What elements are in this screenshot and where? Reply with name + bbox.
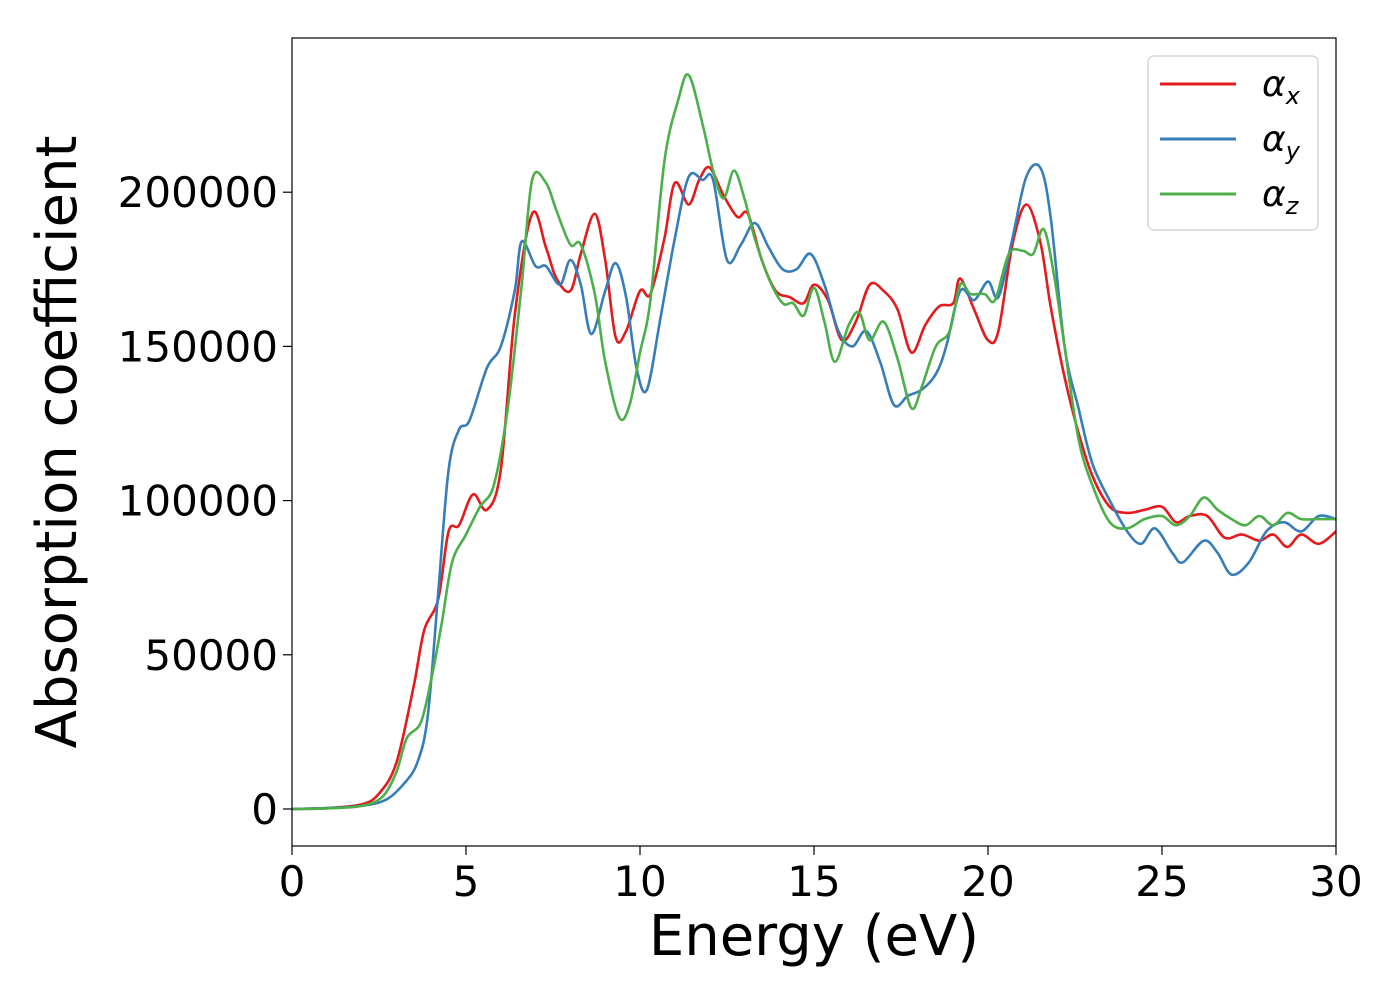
x-tick-label: 0 (279, 857, 306, 906)
y-tick-label: 200000 (118, 168, 278, 217)
series-lines (291, 72, 1337, 811)
series-line-alpha-z (291, 72, 1336, 811)
y-tick-label: 100000 (118, 477, 278, 526)
x-axis-label: Energy (eV) (649, 904, 979, 969)
x-tick-label: 10 (613, 857, 666, 906)
x-tick-label: 30 (1309, 857, 1362, 906)
x-axis: 0 5 10 15 20 25 30 (279, 846, 1363, 906)
x-tick-label: 5 (453, 857, 480, 906)
legend-label-alpha-z: αz (1262, 174, 1300, 220)
y-axis: 0 50000 100000 150000 200000 (118, 168, 292, 834)
y-axis-label: Absorption coefficient (25, 136, 90, 749)
legend-box (1147, 55, 1319, 231)
y-tick-label: 0 (251, 785, 278, 834)
x-tick-label: 20 (961, 857, 1014, 906)
legend: αx αy αz (1147, 55, 1319, 231)
series-line-alpha-y (291, 163, 1337, 811)
legend-label-alpha-x: αx (1262, 64, 1301, 110)
y-tick-label: 50000 (144, 631, 278, 680)
series-line-alpha-x (291, 165, 1337, 811)
x-tick-label: 25 (1135, 857, 1188, 906)
x-tick-label: 15 (787, 857, 840, 906)
y-tick-label: 150000 (118, 322, 278, 371)
legend-label-alpha-y: αy (1262, 119, 1301, 165)
